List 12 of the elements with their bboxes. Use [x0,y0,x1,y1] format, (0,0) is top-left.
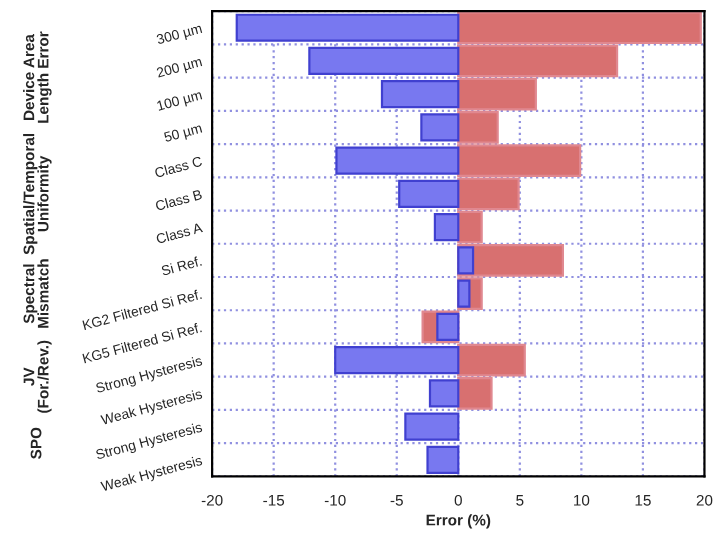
bar [404,412,460,441]
bar [308,46,460,76]
bar [335,146,460,175]
bar [428,379,460,408]
bar [433,213,460,242]
bar [380,80,460,109]
bar [426,445,460,474]
bar [398,179,460,208]
bar [420,113,460,142]
bar [457,246,475,275]
bar [235,13,460,42]
bar [334,346,460,375]
